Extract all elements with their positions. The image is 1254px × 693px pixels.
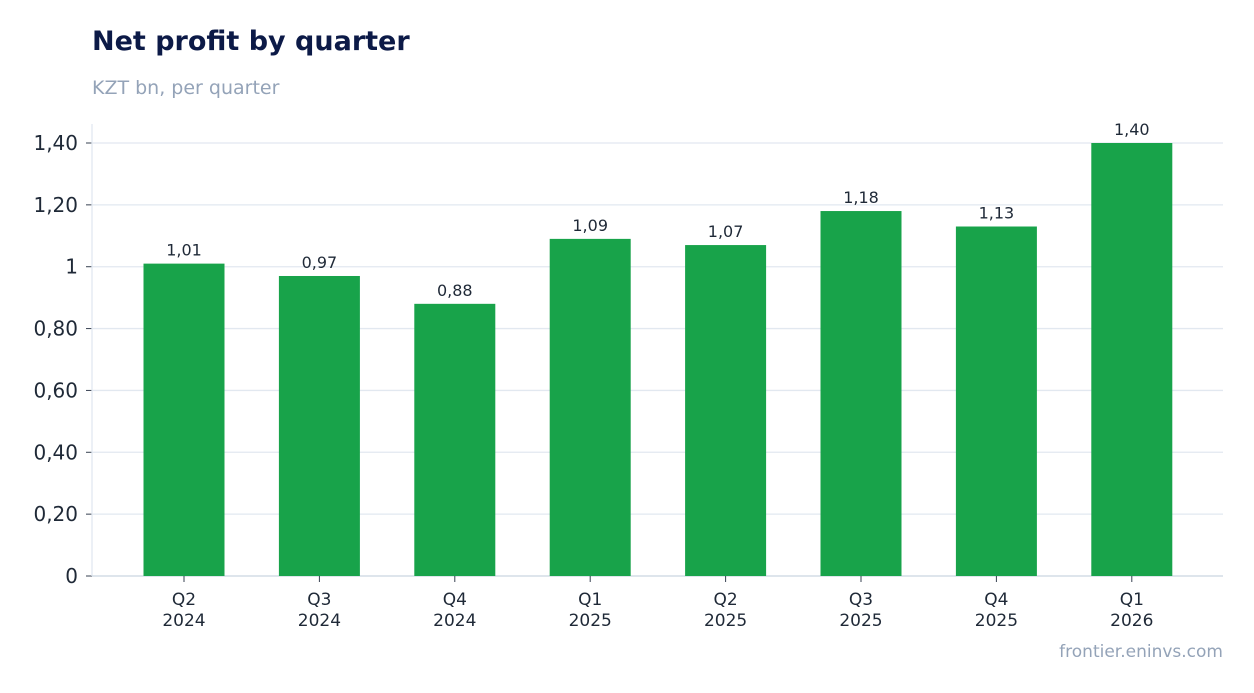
x-tick-label: 2025 bbox=[704, 611, 747, 631]
data-label: 1,07 bbox=[708, 222, 744, 241]
data-label: 1,01 bbox=[166, 241, 202, 260]
x-tick-label: 2025 bbox=[975, 611, 1018, 631]
x-tick-label: Q1 bbox=[578, 590, 602, 610]
x-tick-label: 2025 bbox=[569, 611, 612, 631]
y-tick-label: 1 bbox=[65, 255, 78, 279]
data-label: 0,97 bbox=[302, 253, 338, 272]
x-tick-label: Q4 bbox=[443, 590, 467, 610]
x-tick-label: Q2 bbox=[172, 590, 196, 610]
bar bbox=[414, 303, 496, 576]
bar bbox=[549, 238, 631, 576]
data-label: 1,18 bbox=[843, 188, 879, 207]
y-tick-label: 0 bbox=[65, 564, 78, 588]
bars bbox=[143, 143, 1173, 577]
x-tick-label: Q3 bbox=[849, 590, 873, 610]
bar bbox=[143, 263, 225, 576]
y-tick-label: 1,40 bbox=[33, 131, 78, 155]
bar bbox=[278, 275, 360, 576]
x-tick-label: Q3 bbox=[307, 590, 331, 610]
chart-subtitle: KZT bn, per quarter bbox=[92, 77, 280, 99]
data-label: 1,13 bbox=[979, 204, 1015, 223]
bar bbox=[955, 226, 1037, 576]
source-footer: frontier.eninvs.com bbox=[1059, 642, 1223, 662]
bar bbox=[685, 245, 767, 577]
bar bbox=[1091, 143, 1173, 576]
y-tick-label: 0,80 bbox=[33, 317, 78, 341]
y-axis: 0 0,20 0,40 0,60 0,80 1 1,20 1,40 bbox=[33, 124, 93, 588]
x-tick-label: Q2 bbox=[713, 590, 737, 610]
x-tick-label: 2024 bbox=[298, 611, 341, 631]
x-tick-label: 2025 bbox=[839, 611, 882, 631]
data-label: 1,40 bbox=[1114, 120, 1150, 139]
gridlines bbox=[92, 142, 1223, 515]
x-axis: Q22024Q32024Q42024Q12025Q22025Q32025Q420… bbox=[92, 575, 1223, 631]
y-tick-label: 0,60 bbox=[33, 378, 78, 402]
data-labels: 1,01 0,97 0,88 1,09 1,07 1,18 1,13 1,40 bbox=[166, 120, 1149, 300]
bar bbox=[820, 211, 902, 577]
y-tick-label: 0,20 bbox=[33, 502, 78, 526]
data-label: 0,88 bbox=[437, 281, 473, 300]
x-tick-label: Q1 bbox=[1120, 590, 1144, 610]
chart-title: Net profit by quarter bbox=[92, 26, 410, 57]
data-label: 1,09 bbox=[572, 216, 608, 235]
x-tick-label: 2026 bbox=[1110, 611, 1153, 631]
y-tick-label: 0,40 bbox=[33, 440, 78, 464]
y-tick-label: 1,20 bbox=[33, 193, 78, 217]
x-tick-label: 2024 bbox=[433, 611, 476, 631]
x-tick-label: 2024 bbox=[162, 611, 205, 631]
x-tick-label: Q4 bbox=[984, 590, 1008, 610]
